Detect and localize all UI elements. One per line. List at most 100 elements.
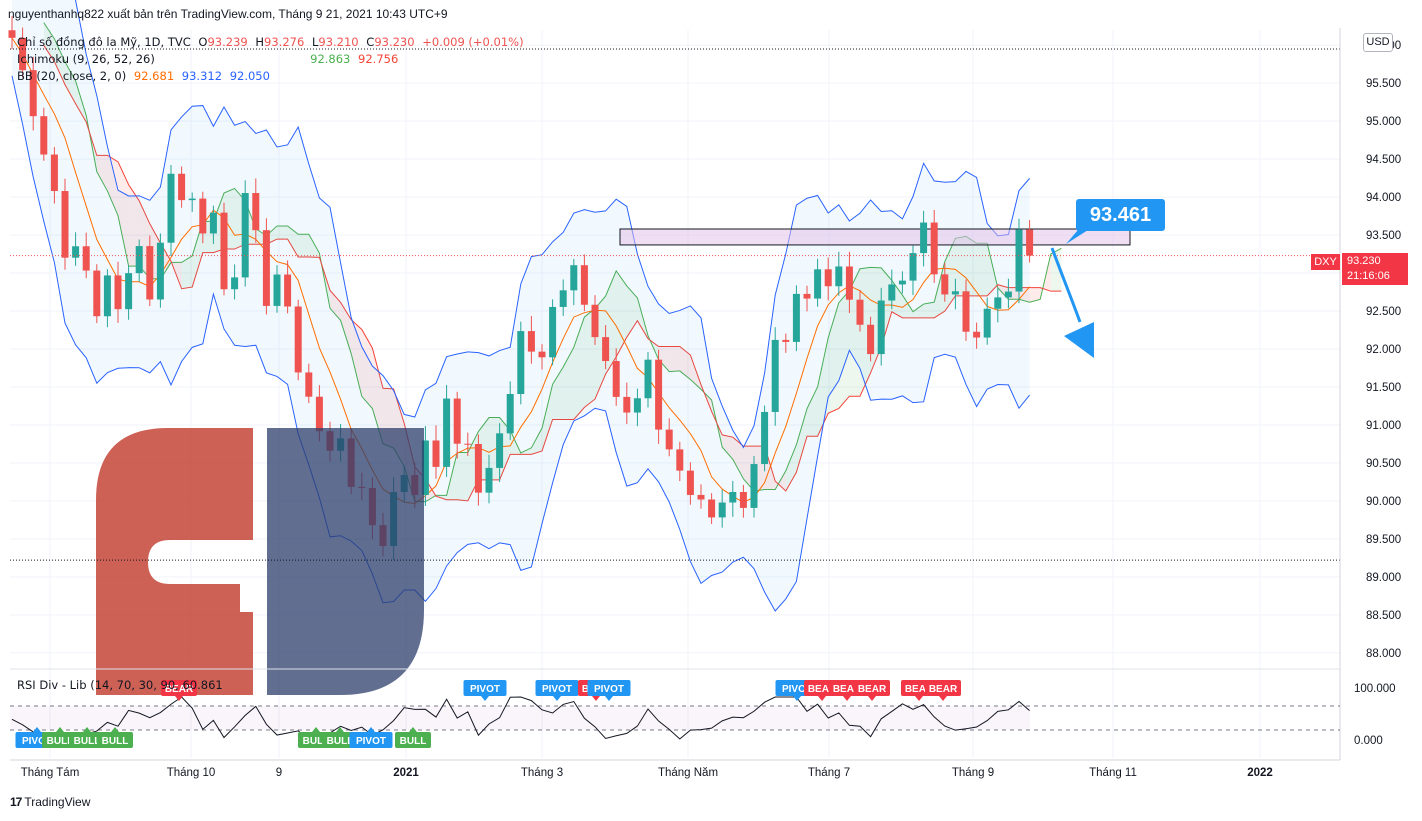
- rsi-signal-label: BULL: [303, 736, 330, 747]
- rsi-signal-label: PIVOT: [470, 684, 500, 695]
- callout-pointer: [1066, 230, 1088, 244]
- rsi-signal-badge: [535, 680, 579, 696]
- kumo-segment: [118, 161, 129, 267]
- rsi-signal-pointer: [481, 696, 489, 701]
- candle-body: [273, 274, 281, 306]
- currency-button[interactable]: USD: [1363, 33, 1393, 52]
- kumo-segment: [361, 329, 373, 409]
- kumo-segment: [43, 22, 55, 62]
- bb-basis: 92.681: [133, 69, 175, 83]
- legend-ohlc: O93.239 H93.276 L93.210 C93.230 +0.009 (…: [198, 35, 524, 49]
- candle-body: [973, 331, 981, 338]
- kumo-segment: [913, 304, 924, 318]
- candle-body: [125, 273, 133, 310]
- kumo-segment: [181, 255, 193, 289]
- candle-body: [803, 293, 811, 299]
- candle-body: [305, 372, 313, 397]
- legend-open: 93.239: [207, 35, 248, 49]
- legend-main: Chỉ số đồng đô la Mỹ, 1D, TVC O93.239 H9…: [17, 35, 528, 49]
- rsi-signal-label: PIVOT: [542, 684, 572, 695]
- kumo-segment: [860, 267, 871, 397]
- candle-body: [708, 499, 716, 518]
- candlestick-series: [8, 16, 1034, 561]
- kumo-segment: [796, 408, 807, 473]
- rsi-signal-badge: [854, 680, 890, 696]
- rsi-legend: RSI Div - Lib (14, 70, 30, 90, 60.861: [17, 678, 223, 692]
- rsi-signal-badge: [322, 732, 358, 748]
- resistance-zone-rect: [619, 228, 1131, 246]
- candle-body: [633, 398, 641, 413]
- price-tick-label: 95.500: [1366, 78, 1401, 90]
- candle-body: [686, 470, 694, 495]
- ichimoku-value-2: 92.756: [358, 52, 399, 66]
- rsi-signal-badge: [463, 680, 507, 696]
- arrow-head: [1064, 322, 1094, 358]
- rsi-signal-pointer: [83, 727, 91, 732]
- candle-body: [82, 246, 90, 271]
- price-callout[interactable]: 93.461: [1076, 199, 1165, 231]
- kumo-segment: [107, 155, 118, 216]
- candle-body: [983, 308, 991, 338]
- kumo-segment: [128, 184, 140, 267]
- price-tick-label: 90.500: [1366, 458, 1401, 470]
- candle-body: [199, 198, 207, 234]
- ct-logo-watermark: [96, 428, 424, 695]
- candle-body: [252, 193, 260, 231]
- tradingview-branding[interactable]: 17 TradingView: [10, 795, 90, 809]
- time-tick-label: Tháng 10: [167, 767, 216, 779]
- rsi-signal-pointer: [312, 727, 320, 732]
- candle-body: [61, 191, 69, 258]
- kumo-segment: [308, 234, 320, 258]
- candle-body: [623, 396, 631, 413]
- price-tick-label: 88.500: [1366, 610, 1401, 622]
- rsi-signal-label: PIVOT: [594, 684, 624, 695]
- kumo-segment: [65, 61, 76, 104]
- candle-body: [718, 502, 726, 518]
- bb-label: BB (20, close, 2, 0): [17, 69, 127, 83]
- bb-upper: 93.312: [181, 69, 223, 83]
- time-tick-label: Tháng Tám: [21, 767, 80, 779]
- legend-symbol-label: Chỉ số đồng đô la Mỹ, 1D, TVC: [17, 35, 191, 49]
- price-tick-label: 93.500: [1366, 230, 1401, 242]
- kumo-segment: [722, 434, 733, 460]
- logo-letter-t: [267, 428, 424, 695]
- candle-body: [1015, 229, 1023, 292]
- candle-body: [941, 274, 949, 295]
- candle-body: [284, 274, 292, 307]
- legend-change: +0.009 (+0.01%): [422, 35, 524, 49]
- candle-body: [50, 154, 58, 192]
- tradingview-text: TradingView: [24, 795, 91, 809]
- price-tick-label: 94.500: [1366, 154, 1401, 166]
- candle-body: [538, 351, 546, 358]
- ichimoku-label: Ichimoku (9, 26, 52, 26): [17, 52, 155, 66]
- candle-body: [496, 433, 504, 468]
- price-tick-label: 90.000: [1366, 496, 1401, 508]
- kumo-segment: [669, 346, 680, 372]
- bollinger-bands: [11, 0, 1030, 612]
- candle-body: [135, 246, 143, 274]
- candle-body: [591, 304, 599, 338]
- legend-high: 93.276: [264, 35, 305, 49]
- candle-body: [1026, 229, 1034, 256]
- kumo-segment: [340, 302, 352, 354]
- rsi-signal-pointer: [175, 696, 183, 701]
- rsi-tick-label: 0.000: [1354, 735, 1383, 747]
- candle-body: [697, 494, 705, 500]
- resistance-zone: [619, 228, 1131, 246]
- candle-body: [951, 291, 959, 295]
- kumo-segment: [679, 346, 691, 380]
- candle-body: [898, 280, 906, 285]
- candle-body: [93, 270, 101, 317]
- rsi-signal-label: BULL: [74, 736, 101, 747]
- candle-body: [867, 324, 875, 355]
- price-tick-label: 92.500: [1366, 306, 1401, 318]
- ichimoku-cloud: [43, 22, 1062, 503]
- last-price: 93.230: [1347, 255, 1381, 267]
- candle-body: [856, 299, 864, 325]
- bb-upper-line: [12, 0, 1030, 449]
- kumo-segment: [1029, 287, 1041, 303]
- candle-body: [729, 491, 737, 503]
- rsi-signal-pointer: [111, 727, 119, 732]
- senkou-span-b: [43, 45, 1062, 502]
